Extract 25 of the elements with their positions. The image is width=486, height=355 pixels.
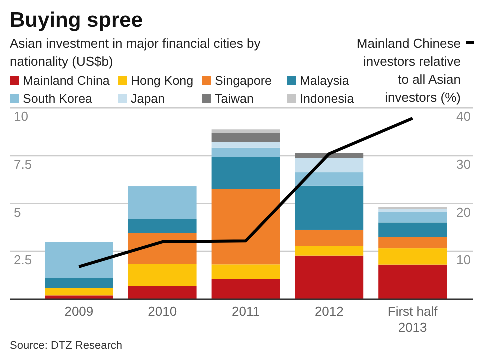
legend-label: Taiwan bbox=[215, 92, 254, 106]
legend-label: Mainland China bbox=[23, 74, 110, 88]
y2-tick-label: 30 bbox=[456, 156, 471, 172]
legend-label: Indonesia bbox=[300, 92, 354, 106]
legend-label: Hong Kong bbox=[131, 74, 194, 88]
x-tick-label: First half 2013 bbox=[388, 304, 438, 335]
y-tick-label: 7.5 bbox=[14, 156, 32, 172]
legend-label: Japan bbox=[131, 92, 166, 106]
chart-subtitle: Asian investment in major financial cities by nationality (US$b) bbox=[10, 36, 262, 69]
x-tick-label: 2011 bbox=[232, 304, 260, 319]
legend-label: Singapore bbox=[215, 74, 272, 88]
y-tick-label: 5 bbox=[14, 204, 22, 220]
legend-label: South Korea bbox=[23, 92, 93, 106]
x-tick-label: 2010 bbox=[148, 304, 178, 319]
source-note: Source: DTZ Research bbox=[10, 340, 122, 352]
legend-label: Malaysia bbox=[300, 74, 350, 88]
chart-title: Buying spree bbox=[10, 9, 144, 32]
y2-tick-label: 10 bbox=[456, 252, 471, 268]
y2-tick-label: 40 bbox=[456, 109, 471, 124]
y-tick-label: 10 bbox=[14, 109, 28, 124]
x-tick-label: 2009 bbox=[64, 304, 94, 319]
text: Mainland Chinese investors relative to all Asian investors (%) bbox=[356, 36, 461, 105]
x-tick-label: 2012 bbox=[314, 304, 344, 319]
y2-tick-label: 20 bbox=[456, 204, 471, 220]
y-tick-label: 2.5 bbox=[14, 252, 32, 268]
